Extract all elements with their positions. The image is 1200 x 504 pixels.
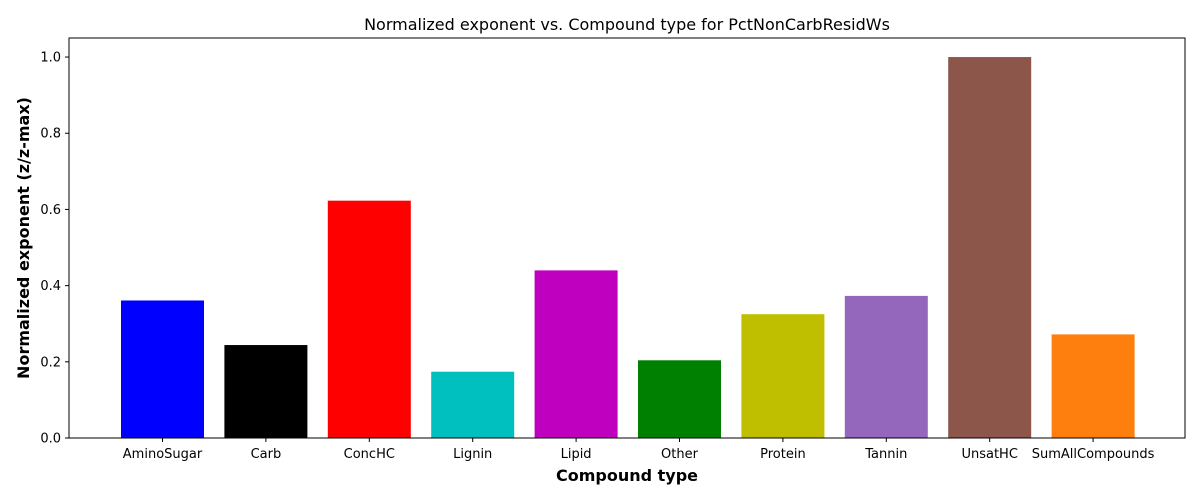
bar-sumallcompounds: [1051, 334, 1135, 438]
bars-layer: [121, 57, 1135, 439]
y-axis-label: Normalized exponent (z/z-max): [14, 97, 33, 379]
bar-lipid: [534, 270, 618, 438]
bar-unsathc: [948, 57, 1032, 439]
y-tick-label: 0.2: [40, 355, 61, 370]
x-tick-label: ConcHC: [344, 447, 395, 462]
x-tick-label: AminoSugar: [123, 447, 203, 462]
bar-lignin: [431, 371, 515, 438]
y-axis-ticks: 0.0 0.2 0.4 0.6 0.8 1.0: [40, 51, 69, 447]
x-tick-label: Tannin: [864, 447, 907, 462]
y-tick-label: 0.0: [40, 432, 61, 447]
x-tick-label: UnsatHC: [961, 447, 1017, 462]
y-tick-label: 0.4: [40, 279, 61, 294]
x-tick-label: SumAllCompounds: [1032, 447, 1155, 462]
bar-carb: [224, 345, 308, 438]
x-tick-label: Lipid: [561, 447, 592, 462]
x-axis-ticks: AminoSugar Carb ConcHC Lignin Lipid Other Prot…: [123, 438, 1155, 462]
plot-frame: [68, 37, 1186, 439]
x-axis-label: Compound type: [556, 466, 698, 485]
chart-title: Normalized exponent vs. Compound type fo…: [364, 15, 890, 34]
y-tick-label: 0.6: [40, 203, 61, 218]
x-tick-label: Carb: [251, 447, 282, 462]
bar-other: [638, 360, 721, 438]
bar-tannin: [844, 295, 928, 438]
x-tick-label: Lignin: [453, 447, 492, 462]
y-tick-label: 0.8: [40, 127, 61, 142]
bar-conchc: [327, 200, 411, 438]
bar-protein: [741, 314, 825, 438]
y-tick-label: 1.0: [40, 51, 61, 66]
x-tick-label: Protein: [760, 447, 806, 462]
x-tick-label: Other: [661, 447, 699, 462]
bar-aminosugar: [121, 300, 204, 438]
